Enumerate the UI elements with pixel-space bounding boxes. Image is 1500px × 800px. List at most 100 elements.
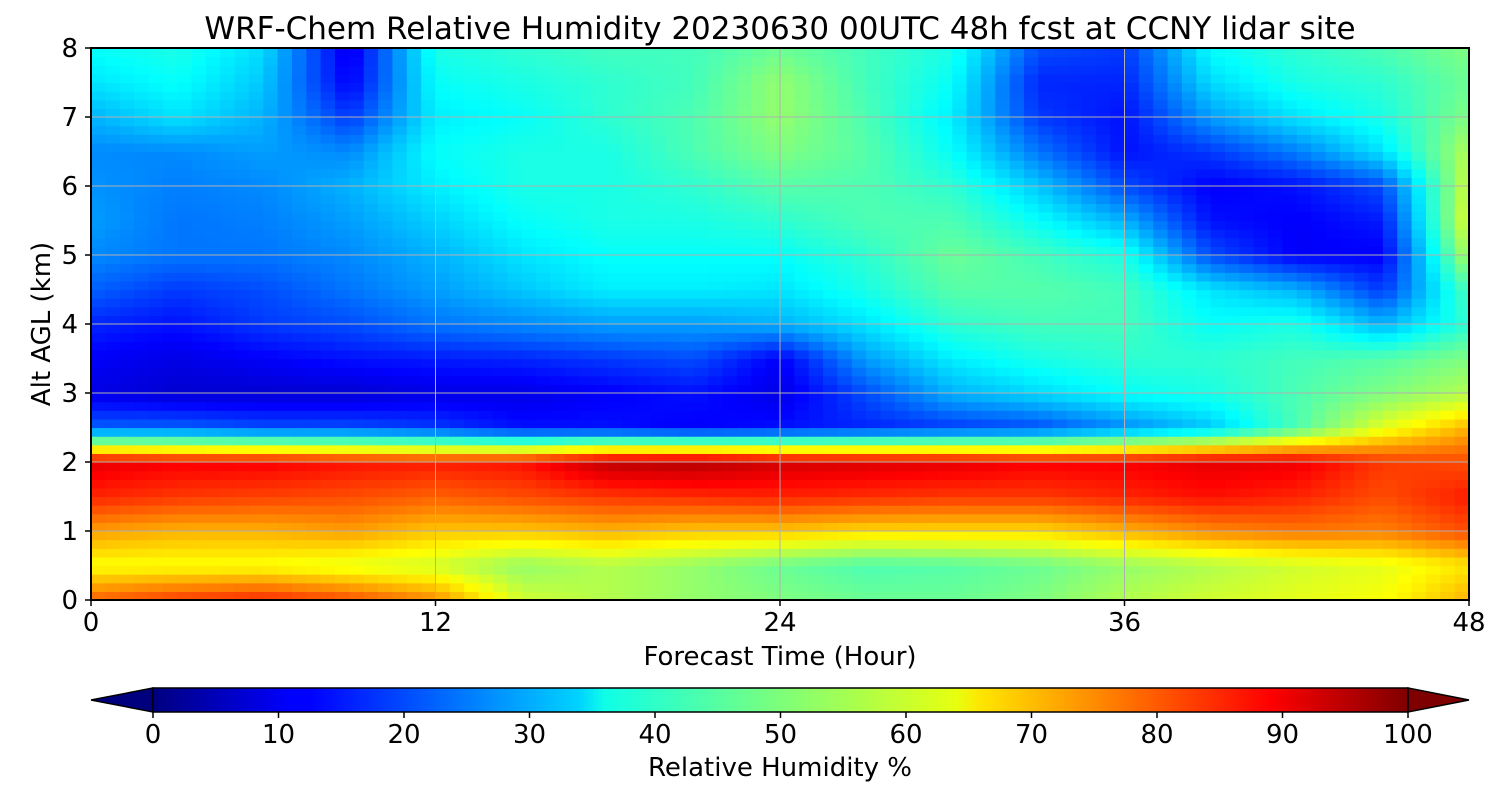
heatmap-cell — [579, 462, 594, 472]
heatmap-cell — [421, 548, 437, 558]
heatmap-cell — [291, 186, 307, 196]
heatmap-cell — [823, 367, 839, 377]
heatmap-cell — [320, 315, 336, 325]
heatmap-cell — [1052, 582, 1068, 592]
heatmap-cell — [808, 401, 824, 411]
heatmap-cell — [722, 531, 738, 541]
heatmap-cell — [320, 591, 336, 600]
heatmap-cell — [91, 556, 106, 567]
heatmap-cell — [1110, 289, 1126, 299]
heatmap-cell — [105, 513, 121, 523]
heatmap-cell — [966, 255, 982, 265]
heatmap-cell — [909, 229, 925, 239]
heatmap-cell — [320, 177, 336, 187]
heatmap-cell — [722, 160, 738, 170]
heatmap-cell — [1196, 263, 1212, 273]
heatmap-cell — [1052, 332, 1068, 342]
heatmap-cell — [966, 289, 982, 299]
heatmap-cell — [105, 470, 121, 480]
heatmap-cell — [220, 306, 236, 316]
heatmap-cell — [306, 591, 322, 600]
heatmap-cell — [636, 582, 652, 592]
heatmap-cell — [277, 479, 293, 489]
heatmap-cell — [1311, 418, 1327, 429]
heatmap-cell — [148, 556, 164, 567]
heatmap-cell — [105, 341, 121, 351]
heatmap-cell — [780, 496, 795, 506]
heatmap-cell — [1038, 565, 1054, 575]
heatmap-cell — [1296, 513, 1312, 523]
heatmap-cell — [1181, 384, 1197, 394]
heatmap-cell — [363, 280, 379, 291]
heatmap-cell — [866, 556, 882, 567]
heatmap-cell — [134, 531, 150, 541]
heatmap-cell — [492, 160, 508, 170]
heatmap-cell — [1009, 229, 1025, 239]
heatmap-cell — [823, 177, 839, 187]
heatmap-cell — [449, 367, 465, 377]
heatmap-cell — [1397, 479, 1413, 489]
heatmap-cell — [995, 591, 1011, 600]
heatmap-cell — [464, 246, 480, 256]
heatmap-cell — [1440, 324, 1456, 334]
heatmap-cell — [1196, 393, 1212, 403]
heatmap-cell — [765, 531, 781, 541]
heatmap-cell — [1239, 177, 1255, 187]
heatmap-cell — [1325, 358, 1341, 368]
heatmap-cell — [1253, 384, 1269, 394]
heatmap-cell — [507, 211, 523, 222]
heatmap-cell — [736, 160, 752, 170]
heatmap-cell — [607, 574, 623, 584]
heatmap-cell — [923, 393, 939, 403]
heatmap-cell — [1210, 177, 1226, 187]
heatmap-cell — [1167, 513, 1183, 523]
heatmap-cell — [751, 255, 767, 265]
heatmap-cell — [1397, 531, 1413, 541]
heatmap-cell — [91, 272, 106, 282]
heatmap-cell — [665, 453, 681, 463]
heatmap-cell — [406, 539, 422, 549]
heatmap-cell — [406, 306, 422, 316]
heatmap-cell — [1067, 393, 1083, 403]
heatmap-cell — [665, 220, 681, 230]
heatmap-cell — [1454, 453, 1469, 463]
heatmap-cell — [1368, 298, 1384, 308]
heatmap-cell — [593, 565, 609, 575]
heatmap-cell — [1425, 496, 1441, 506]
heatmap-cell — [478, 255, 494, 265]
heatmap-cell — [1181, 470, 1197, 480]
heatmap-cell — [1339, 186, 1355, 196]
heatmap-cell — [780, 522, 795, 532]
heatmap-cell — [1397, 565, 1413, 575]
heatmap-cell — [665, 548, 681, 558]
heatmap-cell — [1296, 470, 1312, 480]
heatmap-cell — [909, 565, 925, 575]
heatmap-cell — [837, 255, 853, 265]
heatmap-cell — [1296, 531, 1312, 541]
heatmap-cell — [564, 384, 580, 394]
heatmap-cell — [349, 229, 365, 239]
heatmap-cell — [880, 211, 896, 222]
heatmap-cell — [550, 211, 566, 222]
heatmap-cell — [808, 505, 824, 515]
heatmap-cell — [378, 263, 394, 273]
heatmap-cell — [995, 410, 1011, 420]
heatmap-cell — [421, 358, 437, 368]
heatmap-cell — [220, 229, 236, 239]
heatmap-cell — [909, 522, 925, 532]
heatmap-cell — [378, 358, 394, 368]
heatmap-cell — [263, 237, 279, 247]
heatmap-cell — [335, 393, 350, 403]
heatmap-cell — [765, 168, 781, 178]
heatmap-cell — [205, 496, 221, 506]
heatmap-cell — [952, 229, 968, 239]
heatmap-cell — [263, 203, 279, 213]
heatmap-cell — [1239, 298, 1255, 308]
heatmap-cell — [1224, 324, 1240, 334]
heatmap-cell — [622, 591, 638, 600]
heatmap-cell — [1153, 375, 1169, 385]
heatmap-cell — [191, 160, 207, 170]
heatmap-cell — [593, 427, 609, 437]
heatmap-cell — [335, 427, 350, 437]
heatmap-cell — [708, 220, 724, 230]
